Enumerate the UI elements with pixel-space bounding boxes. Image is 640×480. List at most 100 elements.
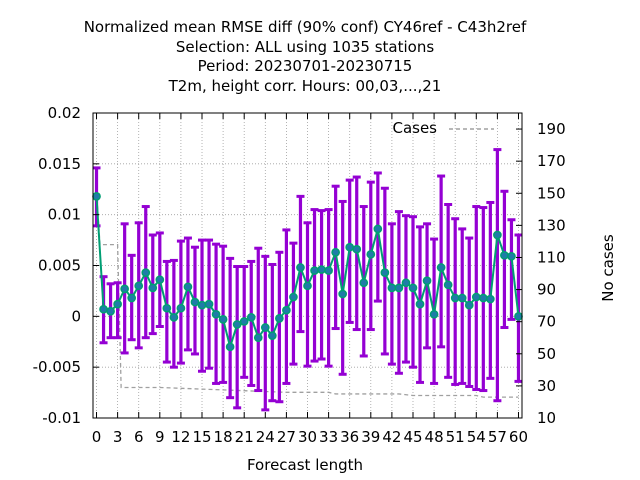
mean-point: [267, 331, 277, 340]
mean-point: [408, 283, 418, 293]
mean-point: [422, 276, 432, 286]
mean-point: [373, 224, 383, 234]
y-tick-label: -0.01: [42, 409, 81, 427]
y2-tick-label: 130: [537, 216, 566, 234]
mean-point: [190, 297, 200, 307]
y-axis-left: 0.02 0.015 0.01 0.005 0 -0.005 -0.01: [33, 104, 99, 427]
y2-axis-label: No cases: [599, 234, 617, 302]
x-tick-label: 60: [509, 428, 528, 446]
mean-point: [443, 280, 453, 290]
mean-point: [493, 230, 502, 240]
x-tick-label: 27: [277, 428, 296, 446]
mean-point: [289, 292, 298, 302]
x-tick-label: 24: [256, 428, 275, 446]
x-tick-label: 39: [361, 428, 380, 446]
y-tick-label: -0.005: [33, 358, 81, 376]
y2-tick-label: 10: [537, 409, 556, 427]
mean-point: [183, 282, 193, 292]
x-tick-label: 48: [425, 428, 444, 446]
mean-point: [141, 268, 151, 277]
mean-point: [464, 300, 474, 310]
mean-point: [275, 314, 284, 323]
title-line-2: Selection: ALL using 1035 stations: [176, 38, 435, 56]
y2-tick-label: 190: [537, 120, 566, 138]
x-tick-label: 42: [382, 428, 401, 446]
y-tick-label: 0.02: [48, 104, 81, 122]
y-tick-label: 0.015: [38, 155, 81, 173]
mean-point: [359, 278, 369, 288]
title-line-1: Normalized mean RMSE diff (90% conf) CY4…: [84, 18, 527, 36]
x-tick-label: 0: [92, 428, 102, 446]
mean-point: [282, 305, 291, 315]
x-tick-label: 18: [214, 428, 233, 446]
mean-series: [92, 192, 523, 352]
mean-point: [232, 320, 242, 329]
mean-point: [500, 250, 509, 260]
mean-point: [345, 242, 355, 252]
mean-point: [457, 293, 467, 303]
mean-point: [296, 263, 305, 272]
mean-point: [92, 192, 101, 201]
y2-tick-label: 170: [537, 152, 566, 170]
x-tick-label: 57: [488, 428, 507, 446]
mean-point: [120, 284, 129, 294]
title-line-3: Period: 20230701-20230715: [198, 57, 413, 75]
y2-tick-label: 50: [537, 345, 556, 363]
y-tick-label: 0.005: [38, 257, 81, 275]
mean-point: [366, 249, 376, 259]
x-tick-label: 36: [340, 428, 359, 446]
mean-point: [380, 268, 390, 277]
mean-point: [127, 293, 137, 303]
y-tick-label: 0: [71, 307, 81, 325]
mean-point: [486, 294, 495, 304]
mean-point: [113, 299, 122, 309]
x-tick-label: 15: [192, 428, 211, 446]
mean-point: [401, 278, 411, 288]
x-tick-label: 51: [446, 428, 465, 446]
x-tick-label: 45: [403, 428, 422, 446]
mean-point: [176, 303, 186, 313]
mean-point: [471, 292, 481, 302]
mean-point: [429, 309, 439, 319]
mean-point: [331, 247, 340, 257]
mean-point: [303, 281, 312, 291]
mean-point: [218, 315, 228, 324]
mean-point: [225, 342, 235, 352]
mean-point: [324, 266, 333, 275]
legend-label-cases: Cases: [392, 119, 437, 137]
mean-point: [394, 283, 404, 293]
y2-tick-label: 30: [537, 377, 556, 395]
mean-point: [134, 281, 144, 291]
mean-point: [246, 313, 256, 322]
title-line-4: T2m, height corr. Hours: 00,03,...,21: [168, 77, 442, 95]
mean-point: [352, 244, 362, 254]
mean-point: [478, 293, 488, 303]
x-axis: 0 3 6 9 12 15 18 21 24 27 30 33 36 39 42 45 48 51 54 57 60: [92, 113, 528, 446]
mean-point: [338, 289, 348, 299]
mean-point: [155, 275, 165, 285]
y-tick-label: 0.01: [48, 206, 81, 224]
mean-point: [514, 311, 523, 321]
x-tick-label: 30: [298, 428, 317, 446]
legend: Cases: [392, 119, 494, 137]
cases-series: [95, 191, 519, 398]
x-axis-label: Forecast length: [247, 456, 363, 474]
x-tick-label: 6: [134, 428, 144, 446]
mean-point: [169, 313, 179, 322]
y2-tick-label: 70: [537, 313, 556, 331]
mean-point: [162, 303, 172, 313]
mean-point: [204, 299, 214, 309]
y2-tick-label: 150: [537, 184, 566, 202]
mean-point: [317, 265, 326, 274]
mean-point: [239, 317, 249, 326]
x-tick-label: 21: [235, 428, 254, 446]
x-tick-label: 54: [467, 428, 486, 446]
mean-point: [436, 263, 446, 272]
mean-point: [106, 306, 115, 316]
mean-point: [507, 252, 516, 261]
mean-point: [310, 266, 319, 275]
mean-point: [387, 283, 397, 293]
chart-title: Normalized mean RMSE diff (90% conf) CY4…: [84, 18, 527, 95]
x-tick-label: 3: [113, 428, 123, 446]
mean-point: [148, 283, 158, 293]
